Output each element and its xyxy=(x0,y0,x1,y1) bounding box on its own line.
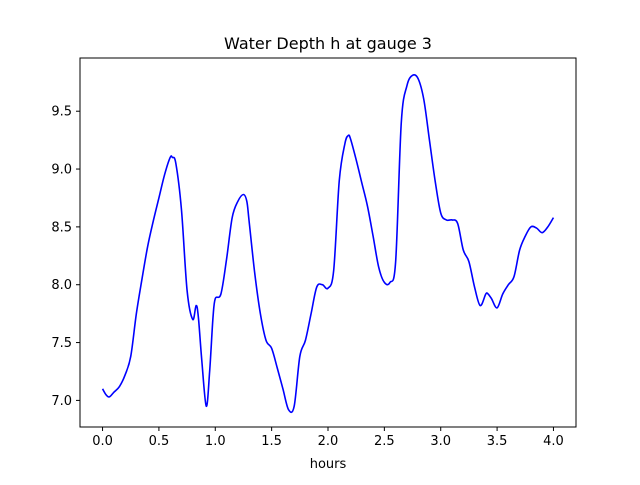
x-tick-label: 3.0 xyxy=(430,434,451,449)
plot-area-frame xyxy=(79,57,577,428)
y-tick-label: 8.0 xyxy=(51,278,72,293)
x-tick-label: 2.5 xyxy=(374,434,395,449)
x-tick-label: 2.0 xyxy=(318,434,339,449)
y-tick-label: 7.5 xyxy=(51,336,72,351)
x-tick-label: 1.5 xyxy=(261,434,282,449)
y-tick-label: 9.0 xyxy=(51,163,72,178)
y-tick-label: 9.5 xyxy=(51,105,72,120)
x-tick-label: 3.5 xyxy=(487,434,508,449)
x-tick-label: 0.0 xyxy=(92,434,113,449)
x-tick-label: 1.0 xyxy=(205,434,226,449)
x-tick-label: 4.0 xyxy=(543,434,564,449)
chart-title: Water Depth h at gauge 3 xyxy=(224,34,432,53)
x-axis-label: hours xyxy=(310,457,347,472)
x-tick-label: 0.5 xyxy=(149,434,170,449)
series-layer xyxy=(101,74,555,414)
y-tick-label: 8.5 xyxy=(51,220,72,235)
y-axis-ticks: 7.0 7.5 8.0 8.5 9.0 9.5 xyxy=(51,105,80,409)
x-axis-ticks: 0.0 0.5 1.0 1.5 2.0 2.5 3.0 3.5 4.0 xyxy=(92,427,564,449)
series-line xyxy=(101,74,555,414)
y-tick-label: 7.0 xyxy=(51,394,72,409)
